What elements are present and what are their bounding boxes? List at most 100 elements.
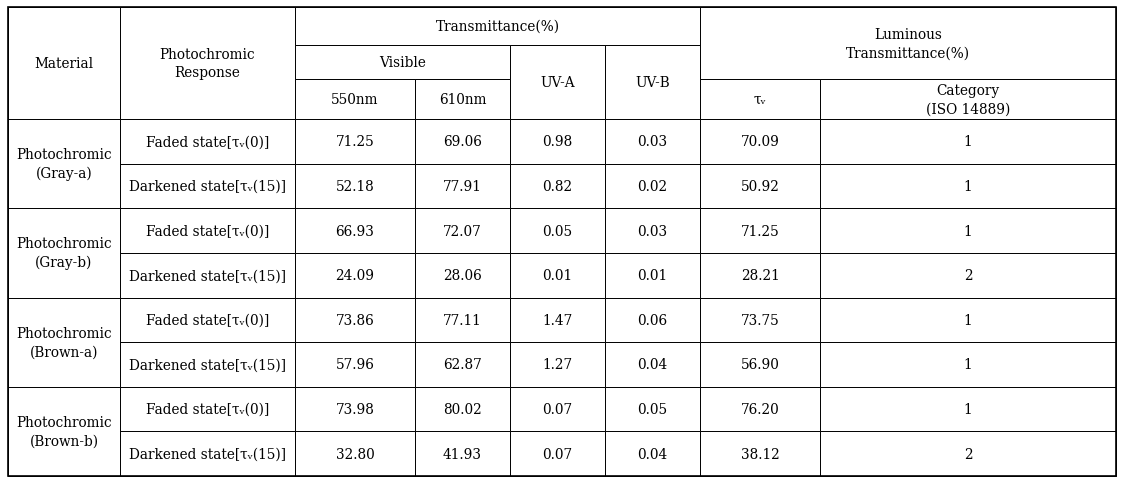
Text: 0.01: 0.01	[637, 269, 668, 283]
Bar	[605, 342, 700, 387]
Text: 38.12: 38.12	[741, 447, 779, 461]
Bar	[510, 209, 605, 253]
Text: 77.91: 77.91	[443, 180, 482, 194]
Text: 0.07: 0.07	[543, 402, 572, 416]
Text: 0.02: 0.02	[637, 180, 668, 194]
Text: τᵥ: τᵥ	[754, 93, 767, 107]
Bar	[510, 431, 605, 476]
Bar	[120, 387, 294, 431]
Bar	[510, 342, 605, 387]
Bar	[8, 298, 120, 387]
Text: Transmittance(%): Transmittance(%)	[435, 20, 560, 34]
Bar	[821, 120, 1116, 164]
Bar	[120, 8, 294, 120]
Bar	[294, 342, 415, 387]
Text: 2: 2	[963, 269, 972, 283]
Bar	[415, 253, 510, 298]
Text: Darkened state[τᵥ(15)]: Darkened state[τᵥ(15)]	[129, 358, 285, 372]
Text: 0.05: 0.05	[637, 402, 668, 416]
Text: Photochromic
(Gray-b): Photochromic (Gray-b)	[16, 237, 111, 270]
Text: 0.82: 0.82	[543, 180, 572, 194]
Bar	[8, 387, 120, 476]
Bar	[294, 387, 415, 431]
Text: 62.87: 62.87	[443, 358, 482, 372]
Text: 73.86: 73.86	[336, 313, 374, 327]
Bar	[605, 164, 700, 209]
Bar	[605, 209, 700, 253]
Bar	[294, 80, 415, 120]
Text: UV-A: UV-A	[541, 76, 574, 90]
Text: Darkened state[τᵥ(15)]: Darkened state[τᵥ(15)]	[129, 269, 285, 283]
Text: 2: 2	[963, 447, 972, 461]
Bar	[415, 209, 510, 253]
Bar	[510, 120, 605, 164]
Text: 77.11: 77.11	[443, 313, 482, 327]
Bar	[8, 209, 120, 298]
Bar	[294, 120, 415, 164]
Bar	[605, 46, 700, 120]
Bar	[821, 164, 1116, 209]
Bar	[294, 46, 510, 80]
Bar	[821, 80, 1116, 120]
Text: 57.96: 57.96	[336, 358, 374, 372]
Text: Photochromic
(Gray-a): Photochromic (Gray-a)	[16, 148, 111, 181]
Bar	[510, 46, 605, 120]
Text: 1: 1	[963, 224, 972, 238]
Bar	[8, 8, 120, 120]
Bar	[821, 298, 1116, 342]
Bar	[821, 209, 1116, 253]
Text: Material: Material	[35, 57, 93, 71]
Text: 80.02: 80.02	[443, 402, 482, 416]
Bar	[415, 387, 510, 431]
Text: 0.98: 0.98	[543, 135, 572, 149]
Text: 52.18: 52.18	[336, 180, 374, 194]
Bar	[700, 431, 821, 476]
Text: 66.93: 66.93	[336, 224, 374, 238]
Bar	[605, 431, 700, 476]
Text: Darkened state[τᵥ(15)]: Darkened state[τᵥ(15)]	[129, 447, 285, 461]
Text: Faded state[τᵥ(0)]: Faded state[τᵥ(0)]	[146, 313, 269, 327]
Bar	[294, 431, 415, 476]
Text: Faded state[τᵥ(0)]: Faded state[τᵥ(0)]	[146, 135, 269, 149]
Bar	[415, 120, 510, 164]
Text: 70.09: 70.09	[741, 135, 779, 149]
Text: 28.06: 28.06	[443, 269, 482, 283]
Text: 69.06: 69.06	[443, 135, 482, 149]
Text: 1: 1	[963, 402, 972, 416]
Bar	[294, 253, 415, 298]
Bar	[510, 298, 605, 342]
Bar	[605, 387, 700, 431]
Bar	[120, 298, 294, 342]
Bar	[821, 387, 1116, 431]
Bar	[700, 298, 821, 342]
Text: Photochromic
Response: Photochromic Response	[160, 48, 255, 80]
Bar	[605, 298, 700, 342]
Text: Luminous
Transmittance(%): Luminous Transmittance(%)	[846, 28, 970, 60]
Text: 550nm: 550nm	[332, 93, 379, 107]
Bar	[700, 387, 821, 431]
Text: Category
(ISO 14889): Category (ISO 14889)	[926, 84, 1010, 116]
Bar	[821, 431, 1116, 476]
Text: Photochromic
(Brown-b): Photochromic (Brown-b)	[16, 415, 111, 448]
Bar	[605, 253, 700, 298]
Bar	[120, 164, 294, 209]
Bar	[8, 120, 120, 209]
Text: 50.92: 50.92	[741, 180, 779, 194]
Text: Visible: Visible	[379, 56, 426, 70]
Text: 28.21: 28.21	[741, 269, 779, 283]
Text: 1: 1	[963, 358, 972, 372]
Text: 1: 1	[963, 135, 972, 149]
Bar	[510, 253, 605, 298]
Text: 76.20: 76.20	[741, 402, 779, 416]
Text: 72.07: 72.07	[443, 224, 482, 238]
Bar	[415, 298, 510, 342]
Text: 73.98: 73.98	[336, 402, 374, 416]
Text: 0.07: 0.07	[543, 447, 572, 461]
Bar	[415, 164, 510, 209]
Text: 0.03: 0.03	[637, 224, 668, 238]
Text: UV-B: UV-B	[635, 76, 670, 90]
Bar	[700, 80, 821, 120]
Text: 71.25: 71.25	[741, 224, 779, 238]
Bar	[700, 164, 821, 209]
Bar	[120, 431, 294, 476]
